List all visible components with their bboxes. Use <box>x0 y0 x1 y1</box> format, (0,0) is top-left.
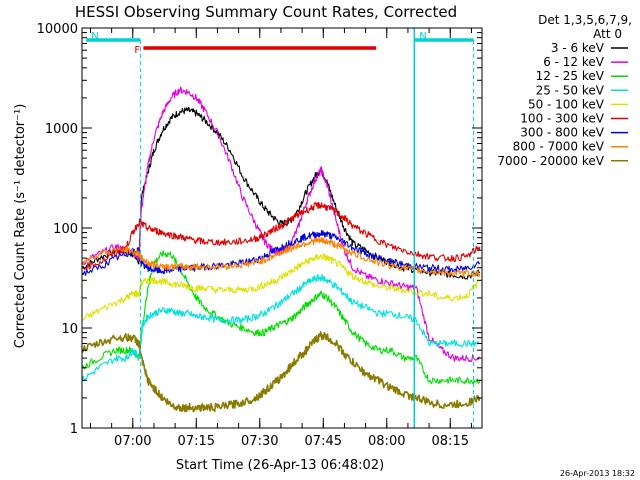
series-line-3 <box>82 274 480 382</box>
legend-header-line2: Att 0 <box>593 27 622 41</box>
legend-header-line1: Det 1,3,5,6,7,9, <box>538 13 632 27</box>
chart-title: HESSI Observing Summary Count Rates, Cor… <box>75 3 457 21</box>
y-tick-label-4: 10000 <box>37 22 78 37</box>
timestamp: 26-Apr-2013 18:32 <box>560 469 635 478</box>
legend-label-7: 800 - 7000 keV <box>513 140 605 154</box>
y-axis-label: Corrected Count Rate (s⁻¹ detector⁻¹) <box>13 104 28 349</box>
flag-label-2: F <box>134 45 140 56</box>
legend-label-4: 50 - 100 keV <box>528 97 605 111</box>
x-tick-label-2: 07:30 <box>241 434 278 449</box>
x-tick-label-5: 08:15 <box>432 434 469 449</box>
flag-label-0: N <box>91 31 98 42</box>
x-tick-label-4: 08:00 <box>368 434 405 449</box>
series-line-5 <box>82 201 481 271</box>
series-line-8 <box>82 331 481 413</box>
y-tick-label-0: 1 <box>70 422 78 437</box>
x-tick-label-0: 07:00 <box>114 434 151 449</box>
x-tick-label-1: 07:15 <box>178 434 215 449</box>
flag-label-1: N <box>419 31 426 42</box>
legend-label-1: 6 - 12 keV <box>543 55 605 69</box>
legend-label-0: 3 - 6 keV <box>551 41 605 55</box>
series-layer <box>82 86 481 413</box>
x-axis-label: Start Time (26-Apr-13 06:48:02) <box>176 458 384 473</box>
axes-layer: 1 10 100 1000 10000 07:00 07:15 07:30 07:45 08:00… <box>37 22 483 449</box>
series-line-2 <box>82 249 481 385</box>
series-line-4 <box>82 253 481 321</box>
y-tick-label-2: 100 <box>53 222 78 237</box>
series-line-7 <box>82 236 481 278</box>
y-tick-label-1: 10 <box>61 322 78 337</box>
legend-label-8: 7000 - 20000 keV <box>497 154 604 168</box>
flags-layer: N N F <box>86 28 475 428</box>
legend-label-3: 25 - 50 keV <box>536 83 605 97</box>
x-tick-label-3: 07:45 <box>305 434 342 449</box>
legend-label-5: 100 - 300 keV <box>520 112 604 126</box>
series-line-1 <box>82 86 481 363</box>
series-line-6 <box>82 229 481 276</box>
legend-label-2: 12 - 25 keV <box>536 69 605 83</box>
legend-label-6: 300 - 800 keV <box>520 126 604 140</box>
y-tick-label-3: 1000 <box>45 122 78 137</box>
